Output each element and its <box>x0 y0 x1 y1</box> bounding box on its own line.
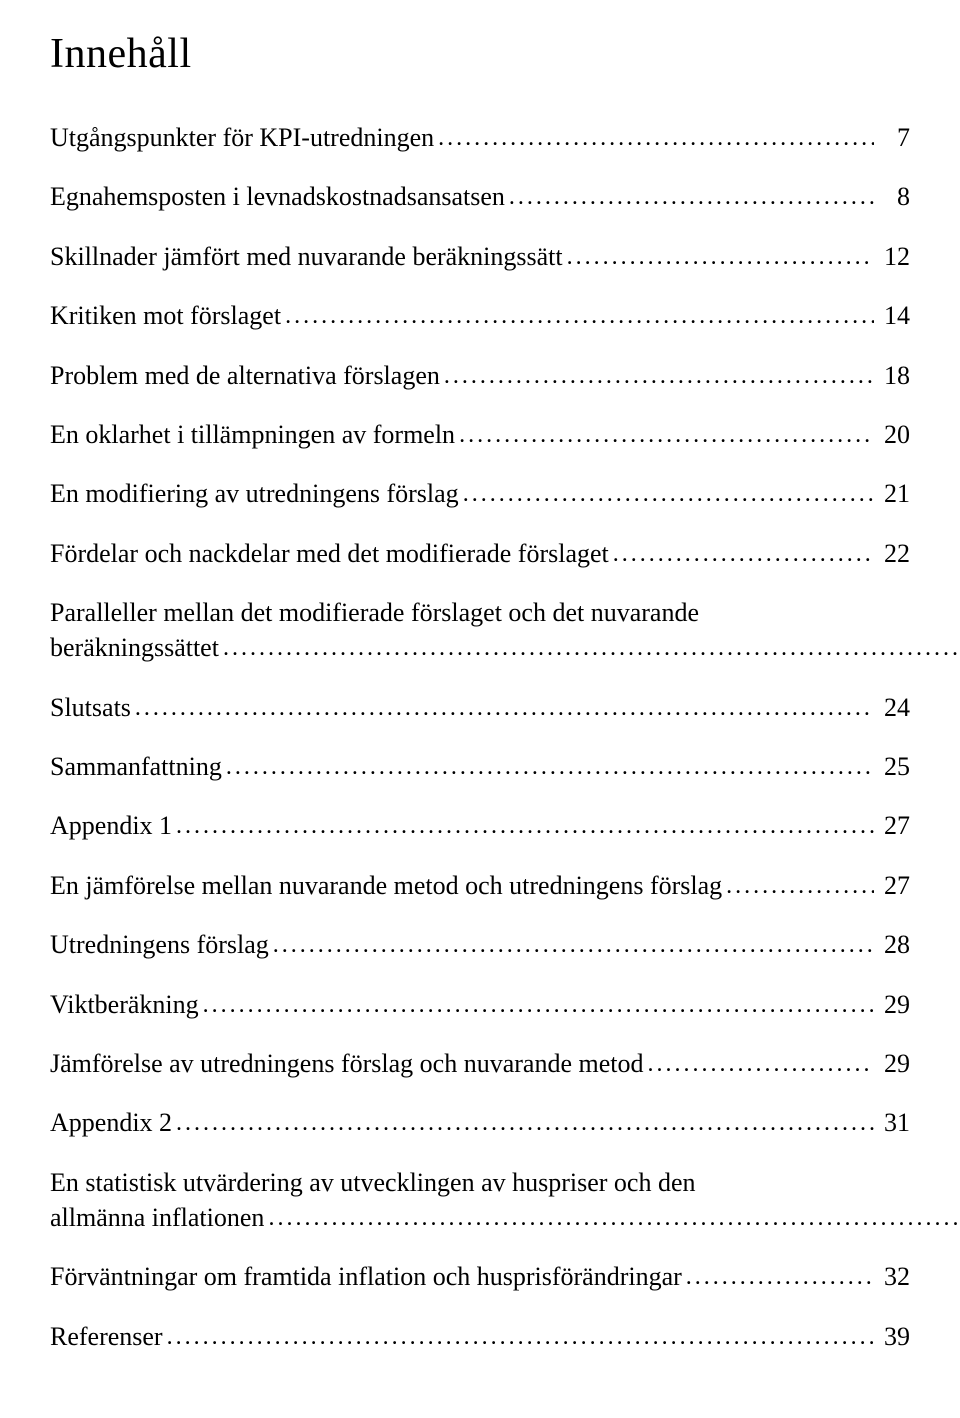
toc-entry-label: Referenser <box>50 1319 163 1354</box>
toc-entry-page: 39 <box>878 1319 910 1354</box>
toc-leader <box>273 929 874 961</box>
toc-entry: Skillnader jämfört med nuvarande beräkni… <box>50 239 910 274</box>
toc-entry-page: 29 <box>878 987 910 1022</box>
toc-entry-label: Utgångspunkter för KPI-utredningen <box>50 120 434 155</box>
toc-entry-page: 18 <box>878 358 910 393</box>
toc-leader <box>567 241 874 273</box>
toc-entry: En oklarhet i tillämpningen av formeln 20 <box>50 417 910 452</box>
toc-entry-label: Appendix 1 <box>50 808 172 843</box>
toc-entry: Egnahemsposten i levnadskostnadsansatsen… <box>50 179 910 214</box>
toc-entry: Förväntningar om framtida inflation och … <box>50 1259 910 1294</box>
toc-leader <box>268 1202 960 1234</box>
toc-entry-label: Problem med de alternativa förslagen <box>50 358 440 393</box>
toc-leader <box>203 989 874 1021</box>
toc-entry-label: Sammanfattning <box>50 749 222 784</box>
toc-title: Innehåll <box>50 30 910 78</box>
toc-entry: En jämförelse mellan nuvarande metod och… <box>50 868 910 903</box>
toc-leader <box>509 181 874 213</box>
toc-leader <box>444 360 874 392</box>
toc-entry-label: Utredningens förslag <box>50 927 269 962</box>
toc-entry-page: 22 <box>878 536 910 571</box>
toc-entry-label: Egnahemsposten i levnadskostnadsansatsen <box>50 179 505 214</box>
toc-leader <box>647 1048 874 1080</box>
toc-entry-page: 25 <box>878 749 910 784</box>
toc-container: Utgångspunkter för KPI-utredningen 7 Egnah… <box>50 120 910 1354</box>
toc-entry: En modifiering av utredningens förslag 21 <box>50 476 910 511</box>
toc-leader <box>613 538 874 570</box>
toc-entry-label: En jämförelse mellan nuvarande metod och… <box>50 868 722 903</box>
toc-entry: Referenser 39 <box>50 1319 910 1354</box>
toc-leader <box>176 1107 874 1139</box>
toc-leader <box>459 419 874 451</box>
toc-entry-label: Slutsats <box>50 690 131 725</box>
toc-entry-page: 8 <box>878 179 910 214</box>
toc-entry-label: Förväntningar om framtida inflation och … <box>50 1259 682 1294</box>
toc-leader <box>726 870 874 902</box>
toc-entry-page: 7 <box>878 120 910 155</box>
toc-leader <box>438 122 874 154</box>
toc-entry: Utgångspunkter för KPI-utredningen 7 <box>50 120 910 155</box>
toc-leader <box>226 751 874 783</box>
toc-entry: Kritiken mot förslaget 14 <box>50 298 910 333</box>
toc-entry: Fördelar och nackdelar med det modifiera… <box>50 536 910 571</box>
toc-entry-page: 31 <box>878 1105 910 1140</box>
toc-entry-label: Paralleller mellan det modifierade försl… <box>50 595 910 630</box>
toc-entry-label: Kritiken mot förslaget <box>50 298 281 333</box>
toc-entry-page: 20 <box>878 417 910 452</box>
toc-entry-page: 21 <box>878 476 910 511</box>
toc-entry-page: 24 <box>878 690 910 725</box>
toc-entry-label: En statistisk utvärdering av utvecklinge… <box>50 1165 910 1200</box>
toc-entry-label: Fördelar och nackdelar med det modifiera… <box>50 536 609 571</box>
toc-entry-page: 32 <box>878 1259 910 1294</box>
toc-entry: Appendix 2 31 <box>50 1105 910 1140</box>
toc-leader <box>463 478 874 510</box>
toc-entry: Utredningens förslag 28 <box>50 927 910 962</box>
toc-entry: Jämförelse av utredningens förslag och n… <box>50 1046 910 1081</box>
toc-entry-page: 27 <box>878 868 910 903</box>
toc-entry-page: 29 <box>878 1046 910 1081</box>
toc-entry-label: beräkningssättet <box>50 630 219 665</box>
toc-entry-label: Viktberäkning <box>50 987 199 1022</box>
toc-entry-page: 28 <box>878 927 910 962</box>
toc-entry-label: En modifiering av utredningens förslag <box>50 476 459 511</box>
toc-leader <box>686 1261 874 1293</box>
toc-entry: En statistisk utvärdering av utvecklinge… <box>50 1165 910 1235</box>
toc-entry-label: allmänna inflationen <box>50 1200 264 1235</box>
toc-entry-page: 27 <box>878 808 910 843</box>
toc-entry: Paralleller mellan det modifierade försl… <box>50 595 910 665</box>
toc-entry: Slutsats 24 <box>50 690 910 725</box>
toc-entry-label: Jämförelse av utredningens förslag och n… <box>50 1046 643 1081</box>
toc-entry: Sammanfattning 25 <box>50 749 910 784</box>
toc-entry-page: 14 <box>878 298 910 333</box>
toc-entry-label: Appendix 2 <box>50 1105 172 1140</box>
toc-leader <box>167 1321 874 1353</box>
toc-leader <box>223 632 960 664</box>
toc-leader <box>176 810 874 842</box>
toc-entry-label: En oklarhet i tillämpningen av formeln <box>50 417 455 452</box>
toc-entry: Problem med de alternativa förslagen 18 <box>50 358 910 393</box>
toc-leader <box>285 300 874 332</box>
toc-leader <box>135 692 874 724</box>
toc-entry-page: 12 <box>878 239 910 274</box>
toc-entry-label: Skillnader jämfört med nuvarande beräkni… <box>50 239 563 274</box>
toc-entry: Appendix 1 27 <box>50 808 910 843</box>
toc-entry: Viktberäkning 29 <box>50 987 910 1022</box>
